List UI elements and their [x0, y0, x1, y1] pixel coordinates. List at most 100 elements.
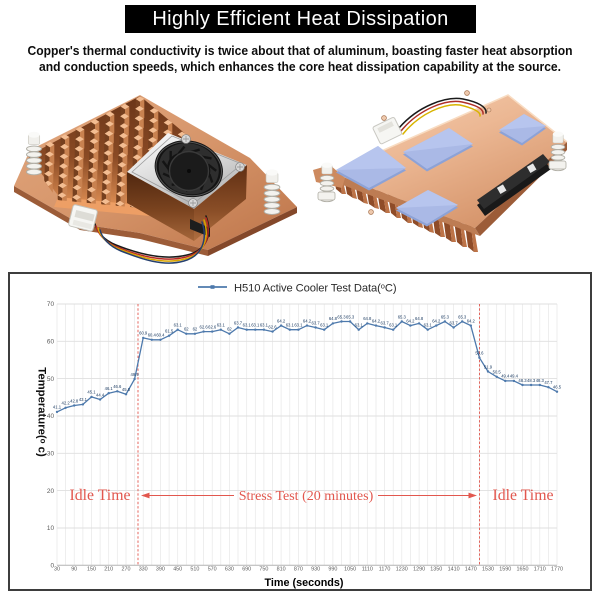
svg-text:Idle Time: Idle Time: [492, 487, 553, 504]
svg-text:42.2: 42.2: [62, 401, 71, 406]
svg-text:60: 60: [47, 339, 55, 346]
svg-text:1230: 1230: [396, 567, 408, 573]
svg-text:150: 150: [87, 567, 96, 573]
svg-text:40: 40: [47, 413, 55, 420]
svg-text:570: 570: [208, 567, 217, 573]
svg-text:64.8: 64.8: [415, 316, 424, 321]
svg-text:1530: 1530: [482, 567, 494, 573]
svg-text:63.1: 63.1: [355, 323, 364, 328]
svg-text:49.9: 49.9: [131, 372, 140, 377]
svg-text:50.5: 50.5: [493, 370, 502, 375]
svg-text:48.3: 48.3: [527, 378, 536, 383]
svg-text:70: 70: [47, 301, 55, 308]
svg-text:62: 62: [184, 327, 189, 332]
svg-text:48.3: 48.3: [536, 378, 545, 383]
svg-text:0: 0: [50, 563, 54, 570]
svg-text:630: 630: [225, 567, 234, 573]
svg-text:870: 870: [294, 567, 303, 573]
svg-text:210: 210: [104, 567, 113, 573]
svg-text:64.2: 64.2: [277, 318, 286, 323]
svg-text:1770: 1770: [551, 567, 563, 573]
svg-text:62: 62: [193, 327, 198, 332]
svg-text:63.1: 63.1: [217, 323, 226, 328]
svg-text:1710: 1710: [534, 567, 546, 573]
svg-text:63.7: 63.7: [312, 320, 321, 325]
svg-text:65.3: 65.3: [458, 314, 467, 319]
svg-text:60.4: 60.4: [156, 333, 165, 338]
svg-text:690: 690: [242, 567, 251, 573]
svg-text:60.4: 60.4: [148, 333, 157, 338]
svg-text:63.1: 63.1: [389, 323, 398, 328]
svg-text:45.1: 45.1: [87, 390, 96, 395]
svg-text:41.1: 41.1: [53, 405, 62, 410]
svg-text:63.1: 63.1: [243, 323, 252, 328]
svg-text:49.4: 49.4: [501, 374, 510, 379]
svg-text:63.1: 63.1: [294, 323, 303, 328]
svg-text:62: 62: [227, 327, 232, 332]
svg-text:50: 50: [47, 376, 55, 383]
svg-text:64.2: 64.2: [406, 318, 415, 323]
svg-text:330: 330: [139, 567, 148, 573]
svg-text:30: 30: [54, 567, 60, 573]
svg-text:30: 30: [47, 451, 55, 458]
svg-text:63.1: 63.1: [260, 323, 269, 328]
svg-text:46.6: 46.6: [113, 384, 122, 389]
svg-text:1590: 1590: [499, 567, 511, 573]
svg-text:750: 750: [259, 567, 268, 573]
svg-text:90: 90: [71, 567, 77, 573]
svg-text:51.9: 51.9: [484, 364, 493, 369]
svg-text:63.1: 63.1: [174, 323, 183, 328]
svg-text:H510 Active Cooler Test Data(o: H510 Active Cooler Test Data(oC): [234, 281, 397, 294]
svg-text:Time (seconds): Time (seconds): [265, 577, 344, 589]
svg-text:390: 390: [156, 567, 165, 573]
svg-text:Stress Test (20 minutes): Stress Test (20 minutes): [239, 489, 374, 504]
svg-text:64.2: 64.2: [303, 318, 312, 323]
svg-text:64.8: 64.8: [363, 316, 372, 321]
svg-text:1050: 1050: [344, 567, 356, 573]
svg-text:48.3: 48.3: [518, 378, 527, 383]
svg-text:63.1: 63.1: [251, 323, 260, 328]
svg-text:1350: 1350: [430, 567, 442, 573]
svg-text:47.7: 47.7: [544, 380, 553, 385]
svg-text:64.2: 64.2: [467, 318, 476, 323]
svg-text:45.8: 45.8: [122, 387, 131, 392]
svg-text:450: 450: [173, 567, 182, 573]
svg-text:65.3: 65.3: [441, 314, 450, 319]
svg-text:1650: 1650: [517, 567, 529, 573]
svg-text:65.3: 65.3: [398, 314, 407, 319]
svg-text:46.1: 46.1: [105, 386, 114, 391]
svg-text:63.7: 63.7: [450, 320, 459, 325]
svg-text:1170: 1170: [379, 567, 391, 573]
svg-text:63.1: 63.1: [320, 323, 329, 328]
svg-text:64.2: 64.2: [372, 318, 381, 323]
svg-text:1110: 1110: [362, 567, 373, 573]
svg-text:510: 510: [190, 567, 199, 573]
svg-text:62.6: 62.6: [200, 324, 209, 329]
svg-text:49.4: 49.4: [510, 374, 519, 379]
svg-text:63.7: 63.7: [381, 320, 390, 325]
svg-text:63.1: 63.1: [286, 323, 295, 328]
svg-text:63.7: 63.7: [234, 320, 243, 325]
svg-text:270: 270: [122, 567, 131, 573]
svg-text:810: 810: [277, 567, 286, 573]
svg-text:64.2: 64.2: [432, 318, 441, 323]
svg-text:60.9: 60.9: [139, 331, 148, 336]
svg-text:65.3: 65.3: [346, 314, 355, 319]
svg-text:Idle Time: Idle Time: [69, 487, 130, 504]
svg-text:1290: 1290: [413, 567, 425, 573]
svg-text:55.6: 55.6: [475, 351, 484, 356]
svg-text:1410: 1410: [448, 567, 460, 573]
svg-text:990: 990: [328, 567, 337, 573]
svg-text:42.8: 42.8: [70, 398, 79, 403]
svg-text:930: 930: [311, 567, 320, 573]
svg-text:64.8: 64.8: [329, 316, 338, 321]
svg-text:65.3: 65.3: [337, 314, 346, 319]
svg-text:10: 10: [47, 525, 55, 532]
svg-text:20: 20: [47, 488, 55, 495]
svg-text:63.1: 63.1: [424, 323, 433, 328]
svg-text:61.5: 61.5: [165, 329, 174, 334]
svg-text:Temperature(o c): Temperature(o c): [36, 367, 48, 457]
svg-text:62.6: 62.6: [268, 324, 277, 329]
svg-text:62.6: 62.6: [208, 324, 217, 329]
svg-text:46.5: 46.5: [553, 385, 562, 390]
